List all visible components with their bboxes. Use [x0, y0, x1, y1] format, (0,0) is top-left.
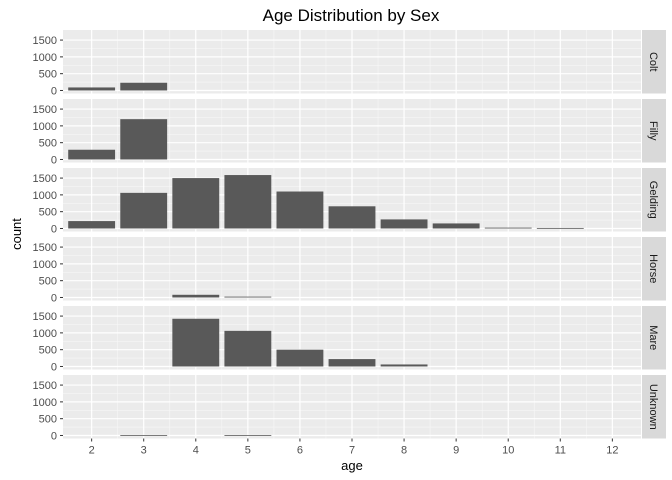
bar-gelding-age-4: [172, 178, 220, 229]
y-tick-label: 500: [39, 414, 57, 426]
facet-strip-label: Gelding: [647, 181, 659, 219]
facet-unknown: 0 500 1000 1500 Unknown: [33, 375, 666, 442]
bar-gelding-age-7: [328, 206, 376, 229]
x-tick-label: 6: [297, 445, 303, 457]
y-tick-label: 0: [51, 223, 57, 235]
x-tick-label: 11: [555, 445, 566, 457]
bar-gelding-age-2: [68, 221, 116, 229]
facet-strip-label: Colt: [647, 52, 659, 72]
bar-filly-age-2: [68, 149, 116, 160]
x-tick-label: 3: [141, 445, 147, 457]
x-tick-label: 2: [89, 445, 95, 457]
y-tick-label: 1500: [33, 173, 57, 185]
facet-strip: [642, 99, 666, 163]
y-axis-title: count: [9, 218, 24, 250]
facet-strip: [642, 168, 666, 232]
facet-mare: 0 500 1000 1500 Mare: [33, 306, 666, 373]
facet-colt: 0 500 1000 1500 Colt: [33, 30, 666, 97]
y-tick-label: 1500: [33, 380, 57, 392]
y-tick-label: 1500: [33, 104, 57, 116]
y-tick-label: 1000: [33, 190, 57, 202]
bar-gelding-age-9: [432, 223, 480, 229]
x-tick-label: 12: [606, 445, 618, 457]
facet-strip-label: Unknown: [647, 384, 659, 430]
x-tick-label: 5: [245, 445, 251, 457]
bar-mare-age-4: [172, 318, 220, 367]
bar-gelding-age-10: [484, 227, 532, 229]
x-axis-title: age: [341, 458, 363, 473]
y-tick-label: 500: [39, 207, 57, 219]
y-tick-label: 1500: [33, 35, 57, 47]
y-tick-label: 0: [51, 154, 57, 166]
facet-strip: [642, 306, 666, 370]
facet-filly: 0 500 1000 1500 Filly: [33, 99, 666, 166]
facet-strip: [642, 375, 666, 439]
y-tick-label: 1500: [33, 242, 57, 254]
bar-gelding-age-3: [120, 192, 168, 229]
bar-mare-age-8: [380, 364, 428, 367]
bar-unknown-age-5: [224, 435, 272, 436]
y-tick-label: 0: [51, 85, 57, 97]
x-tick-label: 10: [502, 445, 514, 457]
y-tick-label: 0: [51, 430, 57, 442]
bar-gelding-age-5: [224, 175, 272, 229]
facet-horse: 0 500 1000 1500 Horse: [33, 237, 666, 304]
y-tick-label: 0: [51, 292, 57, 304]
bar-horse-age-5: [224, 296, 272, 298]
x-tick-label: 9: [453, 445, 459, 457]
x-tick-label: 4: [193, 445, 199, 457]
bar-gelding-age-8: [380, 219, 428, 229]
y-tick-label: 500: [39, 276, 57, 288]
bar-colt-age-3: [120, 82, 168, 91]
y-tick-label: 500: [39, 138, 57, 150]
bar-unknown-age-3: [120, 435, 168, 436]
facet-strip: [642, 237, 666, 301]
x-tick-label: 7: [349, 445, 355, 457]
facet-panels: 0 500 1000 1500 Colt 0 500 1000 1500 Filly 0 500 100…: [33, 30, 666, 442]
x-axis: 2 3 4 5 6 7 8 9 10 11 12: [89, 438, 618, 457]
bar-horse-age-4: [172, 294, 220, 298]
y-tick-label: 1000: [33, 121, 57, 133]
y-tick-label: 1000: [33, 397, 57, 409]
bar-filly-age-3: [120, 119, 168, 160]
chart-title: Age Distribution by Sex: [263, 6, 440, 25]
bar-mare-age-6: [276, 349, 324, 367]
y-tick-label: 500: [39, 345, 57, 357]
y-tick-label: 0: [51, 361, 57, 373]
y-tick-label: 1000: [33, 328, 57, 340]
facet-gelding: 0 500 1000 1500 Gelding: [33, 168, 666, 235]
bar-colt-age-2: [68, 87, 116, 91]
y-tick-label: 1000: [33, 259, 57, 271]
bar-mare-age-7: [328, 359, 376, 367]
bar-gelding-age-6: [276, 191, 324, 229]
y-tick-label: 1500: [33, 311, 57, 323]
bar-mare-age-5: [224, 330, 272, 367]
facet-strip-label: Filly: [647, 121, 659, 141]
bar-gelding-age-11: [536, 227, 584, 229]
facet-strip-label: Mare: [647, 325, 659, 350]
y-tick-label: 500: [39, 69, 57, 81]
facet-strip: [642, 30, 666, 94]
y-tick-label: 1000: [33, 52, 57, 64]
x-tick-label: 8: [401, 445, 407, 457]
facet-strip-label: Horse: [647, 254, 659, 283]
